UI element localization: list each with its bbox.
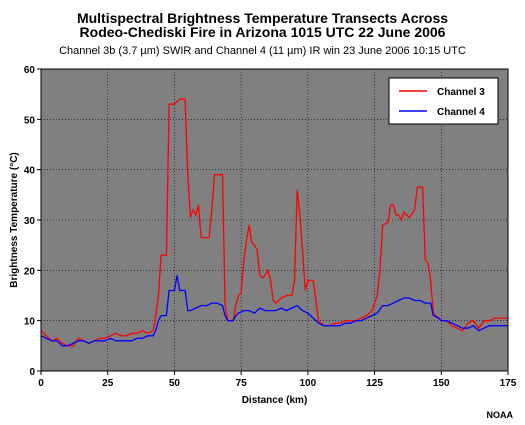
y-tick-label: 10: [24, 317, 36, 328]
x-tick-label: 100: [300, 378, 317, 389]
credit-label: NOAA: [486, 410, 514, 420]
x-tick-label: 0: [38, 378, 44, 389]
y-tick-label: 30: [24, 216, 36, 227]
x-tick-label: 75: [236, 378, 248, 389]
series-line-channel-3: [40, 98, 508, 347]
y-tick-label: 0: [29, 367, 35, 378]
x-tick-label: 25: [102, 378, 114, 389]
x-tick-label: 50: [169, 378, 181, 389]
series-layer: [40, 98, 508, 347]
x-tick-label: 150: [433, 378, 450, 389]
y-axis-label: Brightness Temperature (°C): [9, 152, 20, 288]
grid-lines: [41, 69, 508, 371]
legend: Channel 3 Channel 4: [388, 77, 499, 125]
legend-box: [388, 77, 499, 125]
y-tick-label: 20: [24, 266, 36, 277]
chart-subtitle: Channel 3b (3.7 µm) SWIR and Channel 4 (…: [59, 45, 466, 57]
series-line-channel-4: [40, 275, 508, 347]
y-tick-label: 60: [24, 65, 36, 76]
chart-title-line-2: Rodeo-Chediski Fire in Arizona 1015 UTC …: [79, 24, 446, 40]
chart-title-line-1: Multispectral Brightness Temperature Tra…: [76, 10, 449, 26]
y-tick-label: 50: [24, 115, 36, 126]
legend-label: Channel 4: [437, 107, 485, 118]
axis-ticks: 0 25 50 75 100 125 150 175 0 10 20 30 40 50 60: [24, 65, 517, 389]
x-axis-label: Distance (km): [242, 395, 308, 406]
y-tick-label: 40: [24, 166, 36, 177]
legend-label: Channel 3: [437, 87, 485, 98]
x-tick-label: 125: [366, 378, 383, 389]
x-tick-label: 175: [500, 378, 517, 389]
